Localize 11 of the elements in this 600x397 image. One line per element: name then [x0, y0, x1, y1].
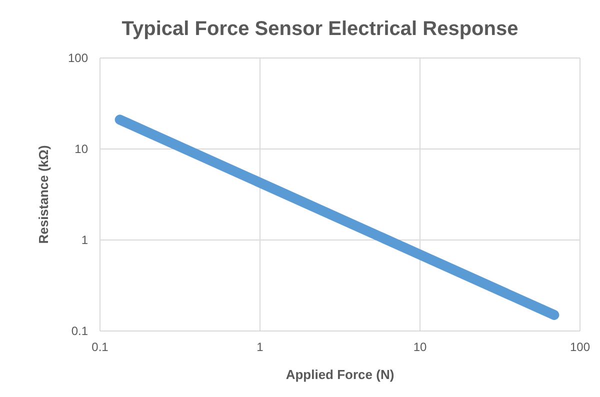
x-tick-label: 1	[256, 340, 264, 354]
x-axis-title: Applied Force (N)	[286, 367, 394, 382]
y-tick-label: 0.1	[71, 324, 88, 338]
y-axis-title: Resistance (kΩ)	[36, 145, 51, 244]
y-tick-label: 100	[68, 51, 88, 65]
chart-title: Typical Force Sensor Electrical Response	[122, 18, 518, 40]
y-tick-label: 10	[74, 142, 88, 156]
x-tick-label: 10	[413, 340, 427, 354]
x-tick-label: 0.1	[92, 340, 109, 354]
y-tick-label: 1	[81, 233, 88, 247]
x-tick-label: 100	[570, 340, 590, 354]
